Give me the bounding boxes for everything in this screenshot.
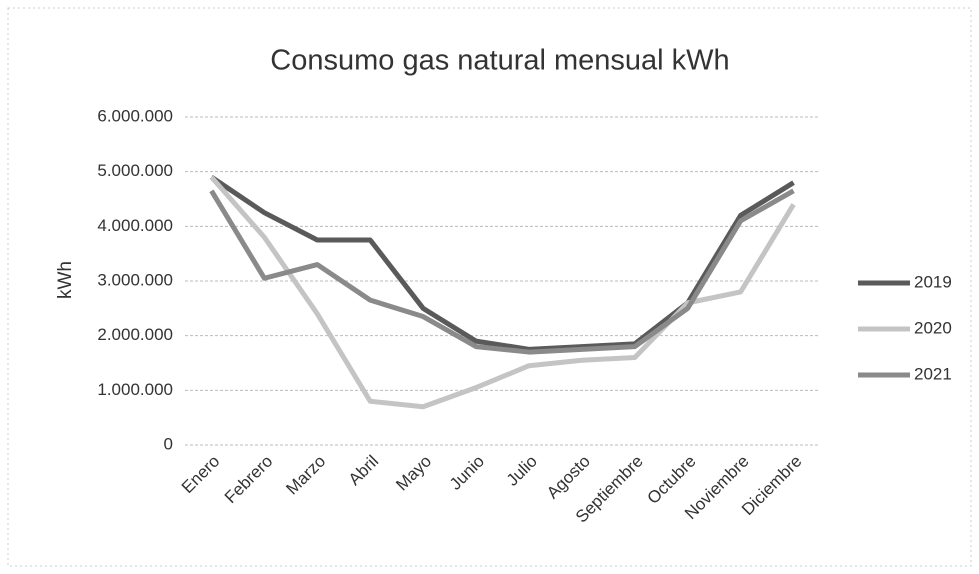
y-tick-label: 1.000.000 <box>97 380 173 399</box>
series-line <box>209 188 795 355</box>
chart-border <box>7 7 972 567</box>
y-tick-label: 5.000.000 <box>97 161 173 180</box>
y-tick-label: 4.000.000 <box>97 216 173 235</box>
legend-label: 2021 <box>914 364 952 383</box>
chart-title: Consumo gas natural mensual kWh <box>270 45 729 77</box>
legend-label: 2019 <box>914 272 952 291</box>
y-axis-label: kWh <box>55 261 76 299</box>
y-tick-label: 3.000.000 <box>97 270 173 289</box>
series-line <box>210 175 795 352</box>
y-tick-label: 6.000.000 <box>97 106 173 125</box>
legend-label: 2020 <box>914 318 952 337</box>
y-tick-label: 2.000.000 <box>97 325 173 344</box>
y-tick-label: 0 <box>164 434 173 453</box>
series-line <box>209 175 796 410</box>
